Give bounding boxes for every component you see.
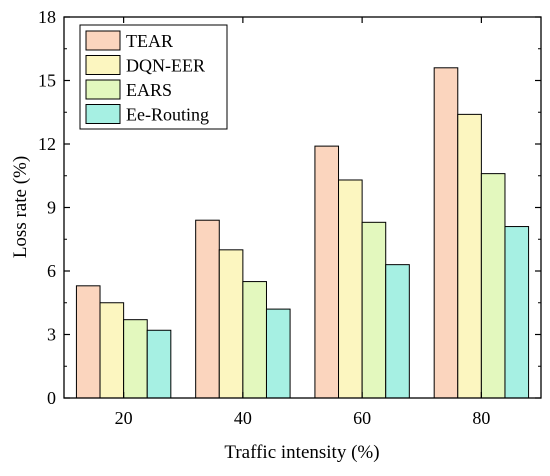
bar-ee-routing-40 <box>265 308 291 399</box>
bar-ears-40 <box>242 281 267 399</box>
bar-tear-20 <box>75 285 101 399</box>
bar-ears-60 <box>361 221 387 399</box>
y-tick-label: 18 <box>38 7 56 27</box>
y-tick-label: 9 <box>47 198 56 218</box>
x-tick-label: 40 <box>234 408 252 428</box>
bar-tear-60 <box>314 145 340 399</box>
y-tick-label: 0 <box>47 388 56 408</box>
bar-ears-80 <box>480 173 506 399</box>
bar-ee-routing-80 <box>504 226 530 399</box>
bar-dqn-eer-60 <box>338 179 363 399</box>
bar-ee-routing-60 <box>385 264 410 399</box>
legend-label: TEAR <box>126 31 173 51</box>
legend-swatch <box>85 79 121 100</box>
legend-swatch <box>85 104 121 124</box>
legend-label: DQN-EER <box>126 56 205 76</box>
legend-label: EARS <box>126 80 172 100</box>
bar-dqn-eer-40 <box>218 249 244 399</box>
x-axis: 20 40 60 80 <box>115 17 490 428</box>
bar-ears-20 <box>123 319 148 399</box>
y-axis-label: Loss rate (%) <box>10 156 31 258</box>
x-tick-label: 60 <box>353 408 371 428</box>
bar-tear-40 <box>195 219 220 399</box>
y-axis: 0 3 6 9 12 15 18 <box>38 7 541 408</box>
x-tick-label: 80 <box>472 408 490 428</box>
x-tick-label: 20 <box>115 408 133 428</box>
legend-swatch <box>85 30 121 51</box>
bar-dqn-eer-80 <box>457 113 482 399</box>
y-tick-label: 15 <box>38 71 56 91</box>
y-tick-label: 3 <box>47 325 56 345</box>
bar-dqn-eer-20 <box>99 302 125 399</box>
bar-ee-routing-20 <box>146 329 172 399</box>
bar-tear-80 <box>433 67 459 399</box>
y-tick-label: 12 <box>38 134 56 154</box>
legend-label: Ee-Routing <box>126 105 209 125</box>
legend: TEAR DQN-EER EARS Ee-Routing <box>79 24 228 130</box>
y-tick-label: 6 <box>47 261 56 281</box>
x-axis-label: Traffic intensity (%) <box>224 442 379 463</box>
legend-swatch <box>85 55 121 75</box>
